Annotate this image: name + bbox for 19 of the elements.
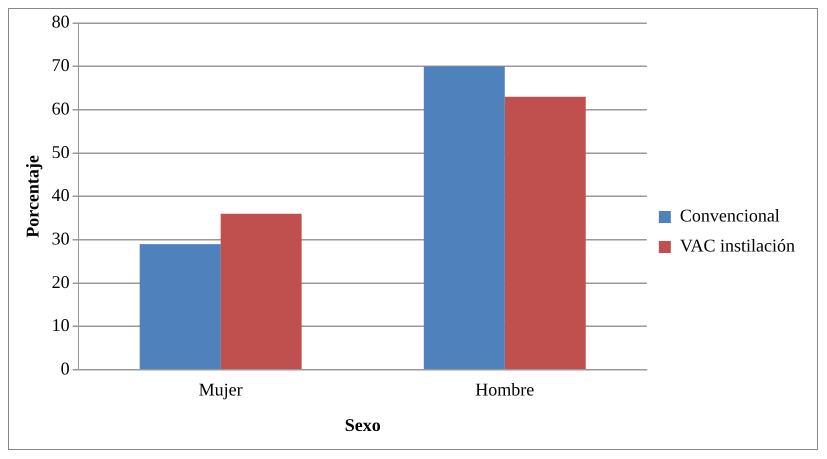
y-axis-title: Porcentaje bbox=[22, 155, 42, 238]
y-tick-label: 60 bbox=[52, 98, 70, 118]
y-tick-label: 80 bbox=[52, 12, 70, 32]
x-tick-label: Hombre bbox=[475, 379, 534, 400]
y-tick-label: 30 bbox=[52, 228, 70, 248]
y-tick-label: 10 bbox=[52, 315, 70, 336]
legend-label: Convencional bbox=[680, 206, 780, 226]
x-tick-label: Mujer bbox=[198, 379, 243, 400]
y-tick-label: 50 bbox=[52, 142, 70, 162]
bar bbox=[220, 214, 302, 370]
x-axis-title: Sexo bbox=[344, 414, 381, 435]
y-tick-label: 70 bbox=[52, 55, 70, 76]
y-tick-label: 40 bbox=[52, 185, 70, 206]
bar bbox=[424, 66, 505, 370]
y-tick-label: 0 bbox=[60, 358, 70, 379]
legend-label: VAC instilación bbox=[680, 236, 795, 256]
y-tick-label: 20 bbox=[52, 272, 70, 292]
bar bbox=[140, 244, 221, 370]
bar bbox=[504, 96, 586, 370]
